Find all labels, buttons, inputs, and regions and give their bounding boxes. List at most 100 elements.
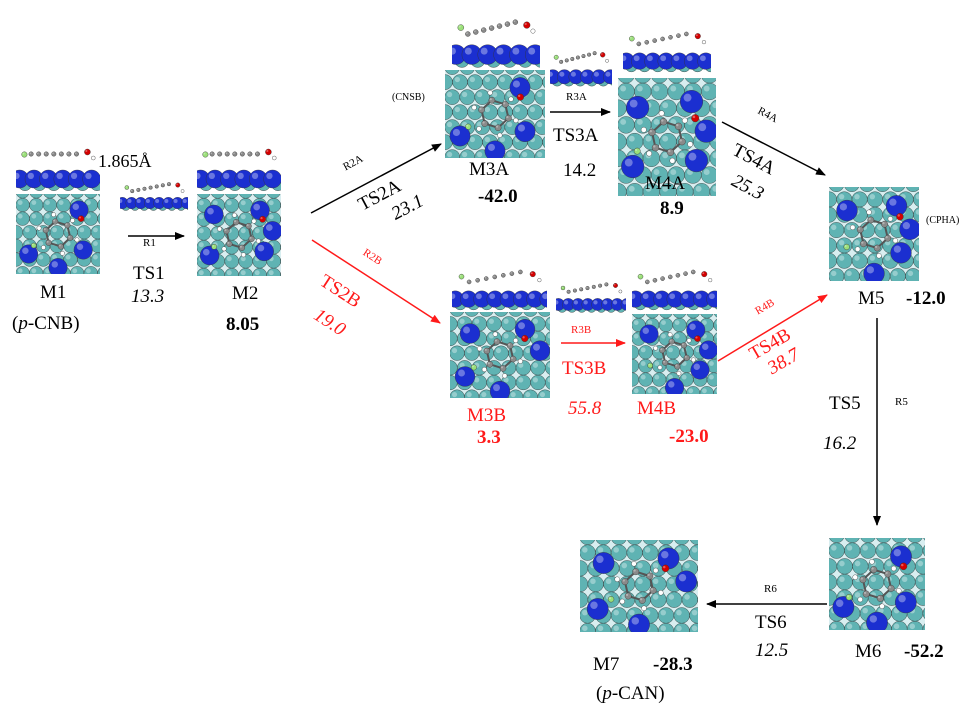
atom-highlight [635, 148, 638, 152]
carbon-atom [660, 276, 665, 281]
atom-highlight [645, 185, 652, 192]
atom-highlight [530, 272, 533, 275]
support-atom [867, 573, 885, 591]
hydrogen-atom [217, 226, 223, 232]
chlorine-atom [124, 185, 130, 190]
atom-highlight [693, 363, 700, 370]
atom-highlight [538, 278, 540, 281]
support-atom [852, 558, 869, 575]
structure-drawing [450, 312, 550, 398]
atom-highlight [484, 348, 487, 351]
atom-highlight [573, 289, 575, 291]
m6-label: M6 [855, 641, 882, 662]
atom-highlight [58, 200, 64, 205]
atom-highlight [256, 239, 259, 242]
carbon-atom [645, 279, 650, 285]
atom-highlight [502, 293, 509, 300]
atom-highlight [637, 562, 643, 569]
ts3b-barrier: 55.8 [568, 398, 602, 419]
atom-highlight [268, 214, 274, 220]
m5-label: M5 [858, 288, 885, 309]
atom-highlight [621, 562, 628, 569]
hydrogen-atom [669, 157, 676, 164]
atom-highlight [472, 105, 475, 108]
support-atom [666, 591, 683, 608]
atom-highlight [85, 200, 91, 205]
atom-highlight [72, 268, 78, 274]
carbon-atom [486, 361, 494, 368]
atom-highlight [266, 172, 273, 179]
support-atom [475, 70, 490, 75]
metal-atom [48, 258, 68, 274]
atom-highlight [517, 124, 525, 132]
m3b-energy: 3.3 [477, 427, 501, 448]
atom-highlight [838, 193, 845, 200]
carbon-atom [591, 284, 596, 289]
atom-highlight [668, 578, 675, 585]
hydrogen-atom [251, 218, 257, 224]
structure-drawing [632, 269, 717, 311]
support-atom [913, 253, 919, 269]
atom-highlight [570, 71, 576, 77]
atom-highlight [237, 172, 244, 179]
atom-highlight [662, 185, 669, 192]
atom-highlight [58, 213, 64, 219]
atom-highlight [838, 255, 845, 261]
atom-highlight [222, 247, 225, 249]
atom-highlight [597, 547, 604, 553]
hydrogen-atom [513, 337, 519, 344]
atom-highlight [884, 255, 891, 261]
carbon-atom [884, 234, 892, 242]
atom-highlight [593, 300, 598, 305]
atom-highlight [272, 156, 275, 158]
hydrogen-atom [471, 104, 477, 111]
carbon-atom [483, 276, 489, 281]
m4a-energy: 8.9 [660, 198, 684, 219]
support-atom [618, 82, 635, 101]
support-atom [836, 558, 853, 575]
r6-label: R6 [764, 583, 777, 595]
atom-highlight [593, 71, 599, 77]
atom-highlight [93, 241, 98, 246]
atom-highlight [854, 240, 860, 246]
carbon-atom [564, 58, 569, 63]
structure-drawing [452, 19, 540, 68]
atom-highlight [56, 172, 63, 179]
atom-highlight [41, 245, 44, 248]
structure-m3b-side [452, 266, 547, 312]
hydrogen-atom [686, 338, 692, 343]
chlorine-atom [647, 362, 653, 369]
carbon-atom [652, 38, 657, 43]
r1-label: R1 [143, 237, 156, 249]
support-atom [479, 312, 494, 317]
atom-highlight [701, 320, 707, 325]
support-atom [97, 194, 100, 197]
oxygen-atom [899, 562, 908, 571]
atom-highlight [462, 293, 469, 300]
metal-atom [484, 140, 506, 158]
oxygen-atom [265, 148, 272, 156]
atom-highlight [164, 199, 169, 204]
atom-highlight [687, 119, 693, 125]
atom-highlight [452, 47, 456, 55]
atom-highlight [695, 336, 698, 339]
hydrogen-atom [70, 218, 75, 223]
atom-highlight [642, 293, 649, 300]
ts1-label: TS1 [133, 263, 165, 284]
atom-highlight [493, 384, 500, 392]
metal-atom [459, 323, 481, 344]
metal-atom [254, 241, 274, 262]
carbon-atom [142, 186, 147, 191]
atom-highlight [656, 293, 662, 300]
carbon-atom [43, 151, 49, 157]
hydrogen-atom [51, 212, 56, 218]
atom-highlight [593, 51, 595, 54]
support-atom [580, 544, 596, 561]
structure-ts1 [120, 180, 188, 212]
atom-highlight [198, 270, 204, 276]
hydrogen-atom [481, 366, 487, 373]
atom-highlight [481, 28, 484, 31]
atom-highlight [901, 563, 904, 567]
atom-highlight [687, 85, 693, 92]
atom-highlight [515, 293, 522, 300]
